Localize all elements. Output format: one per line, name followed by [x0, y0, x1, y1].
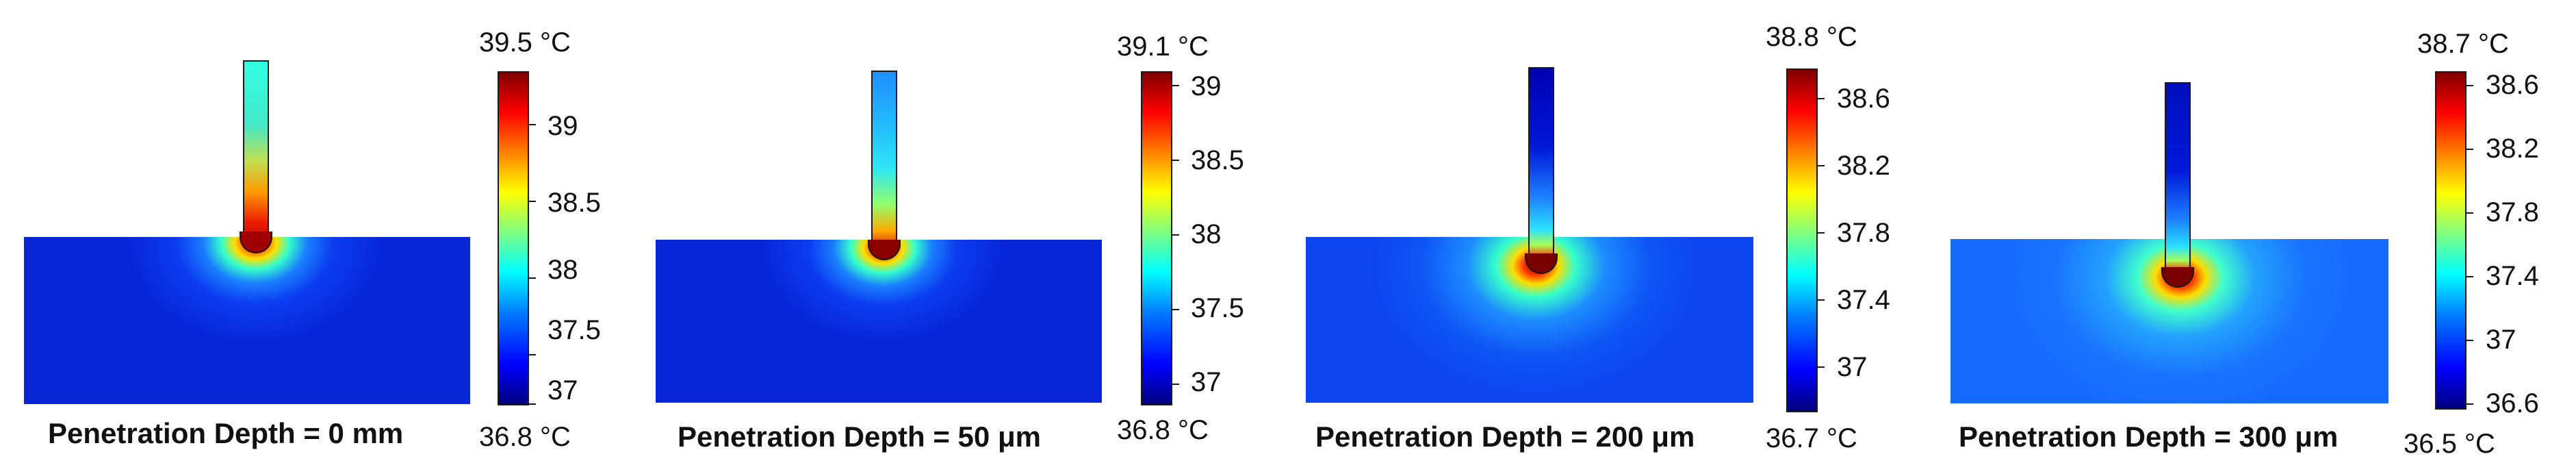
- colorbar-tick-label: 37.4: [2486, 261, 2539, 291]
- colorbar-min: 36.8 °C: [1117, 416, 1209, 444]
- panel-depth-200um: 38.6 38.2 37.8 37.4 37 38.8 °C 36.7 °C P…: [1287, 0, 1931, 476]
- panel-caption: Penetration Depth = 200 μm: [1315, 421, 1695, 453]
- colorbar-min-value: 36.5: [2404, 429, 2457, 459]
- colorbar-max-value: 38.8: [1766, 22, 1819, 52]
- colorbar-tick-label: 37: [1837, 352, 1868, 382]
- panel-caption: Penetration Depth = 0 mm: [48, 417, 404, 449]
- tissue-domain: [656, 240, 1102, 403]
- colorbar-tick-label: 38: [1191, 219, 1222, 249]
- colorbar-tick-label: 37.8: [1837, 218, 1890, 248]
- colorbar-min: 36.8 °C: [479, 423, 571, 451]
- colorbar-max: 39.5 °C: [479, 29, 571, 56]
- panel-caption: Penetration Depth = 50 μm: [678, 421, 1041, 453]
- panel-depth-50um: 39 38.5 38 37.5 37 39.1 °C 36.8 °C Penet…: [643, 0, 1287, 476]
- colorbar-min: 36.5 °C: [2404, 430, 2495, 458]
- colorbar-tick-label: 37: [548, 375, 578, 405]
- colorbar-tick-label: 37.8: [2486, 197, 2539, 227]
- colorbar-tick-label: 37.5: [1191, 293, 1244, 323]
- colorbar-tick-label: 38: [548, 255, 578, 285]
- colorbar-min-value: 36.8: [479, 422, 532, 452]
- microneedle-probe: [1528, 67, 1554, 266]
- colorbar-max-value: 38.7: [2417, 29, 2471, 59]
- colorbar-unit: °C: [2477, 29, 2509, 59]
- colorbar-min: 36.7 °C: [1766, 425, 1857, 452]
- panel-depth-300um: 38.6 38.2 37.8 37.4 37 36.6 38.7 °C 36.5…: [1931, 0, 2576, 476]
- colorbar-unit: °C: [2464, 429, 2495, 459]
- microneedle-probe: [871, 71, 897, 250]
- colorbar-max-value: 39.5: [479, 27, 532, 58]
- colorbar-max: 38.8 °C: [1766, 23, 1857, 51]
- colorbar-min-value: 36.8: [1117, 415, 1170, 445]
- colorbar-unit: °C: [1826, 423, 1857, 453]
- colorbar-tick-label: 38.6: [2486, 70, 2539, 100]
- colorbar-min-value: 36.7: [1766, 423, 1819, 453]
- temperature-colorbar: [1141, 71, 1172, 405]
- colorbar-max: 38.7 °C: [2417, 30, 2509, 58]
- temperature-colorbar: [1786, 68, 1818, 412]
- colorbar-unit: °C: [1177, 415, 1209, 445]
- colorbar-tick-label: 37: [1191, 367, 1222, 397]
- colorbar-tick-label: 38.5: [548, 188, 601, 218]
- colorbar-tick-label: 38.2: [2486, 134, 2539, 164]
- colorbar-tick-label: 38.6: [1837, 84, 1890, 114]
- colorbar-unit: °C: [1177, 32, 1209, 62]
- microneedle-probe: [243, 60, 269, 244]
- colorbar-tick-label: 38.2: [1837, 151, 1890, 181]
- colorbar-unit: °C: [1826, 22, 1857, 52]
- panel-depth-0: 39 38.5 38 37.5 37 39.5 °C 36.8 °C Penet…: [0, 0, 643, 476]
- colorbar-unit: °C: [539, 27, 571, 58]
- panel-caption: Penetration Depth = 300 μm: [1959, 421, 2339, 453]
- colorbar-max: 39.1 °C: [1117, 33, 1209, 60]
- colorbar-tick-label: 38.5: [1191, 145, 1244, 175]
- temperature-colorbar: [2435, 71, 2466, 410]
- colorbar-unit: °C: [539, 422, 571, 452]
- colorbar-max-value: 39.1: [1117, 32, 1170, 62]
- temperature-colorbar: [498, 71, 529, 405]
- colorbar-tick-label: 37: [2486, 325, 2516, 355]
- colorbar-tick-label: 39: [548, 111, 578, 141]
- microneedle-probe: [2165, 82, 2191, 277]
- colorbar-tick-label: 37.5: [548, 315, 601, 345]
- colorbar-tick-label: 37.4: [1837, 285, 1890, 315]
- colorbar-tick-label: 36.6: [2486, 388, 2539, 418]
- colorbar-tick-label: 39: [1191, 71, 1222, 101]
- tissue-domain: [24, 237, 470, 404]
